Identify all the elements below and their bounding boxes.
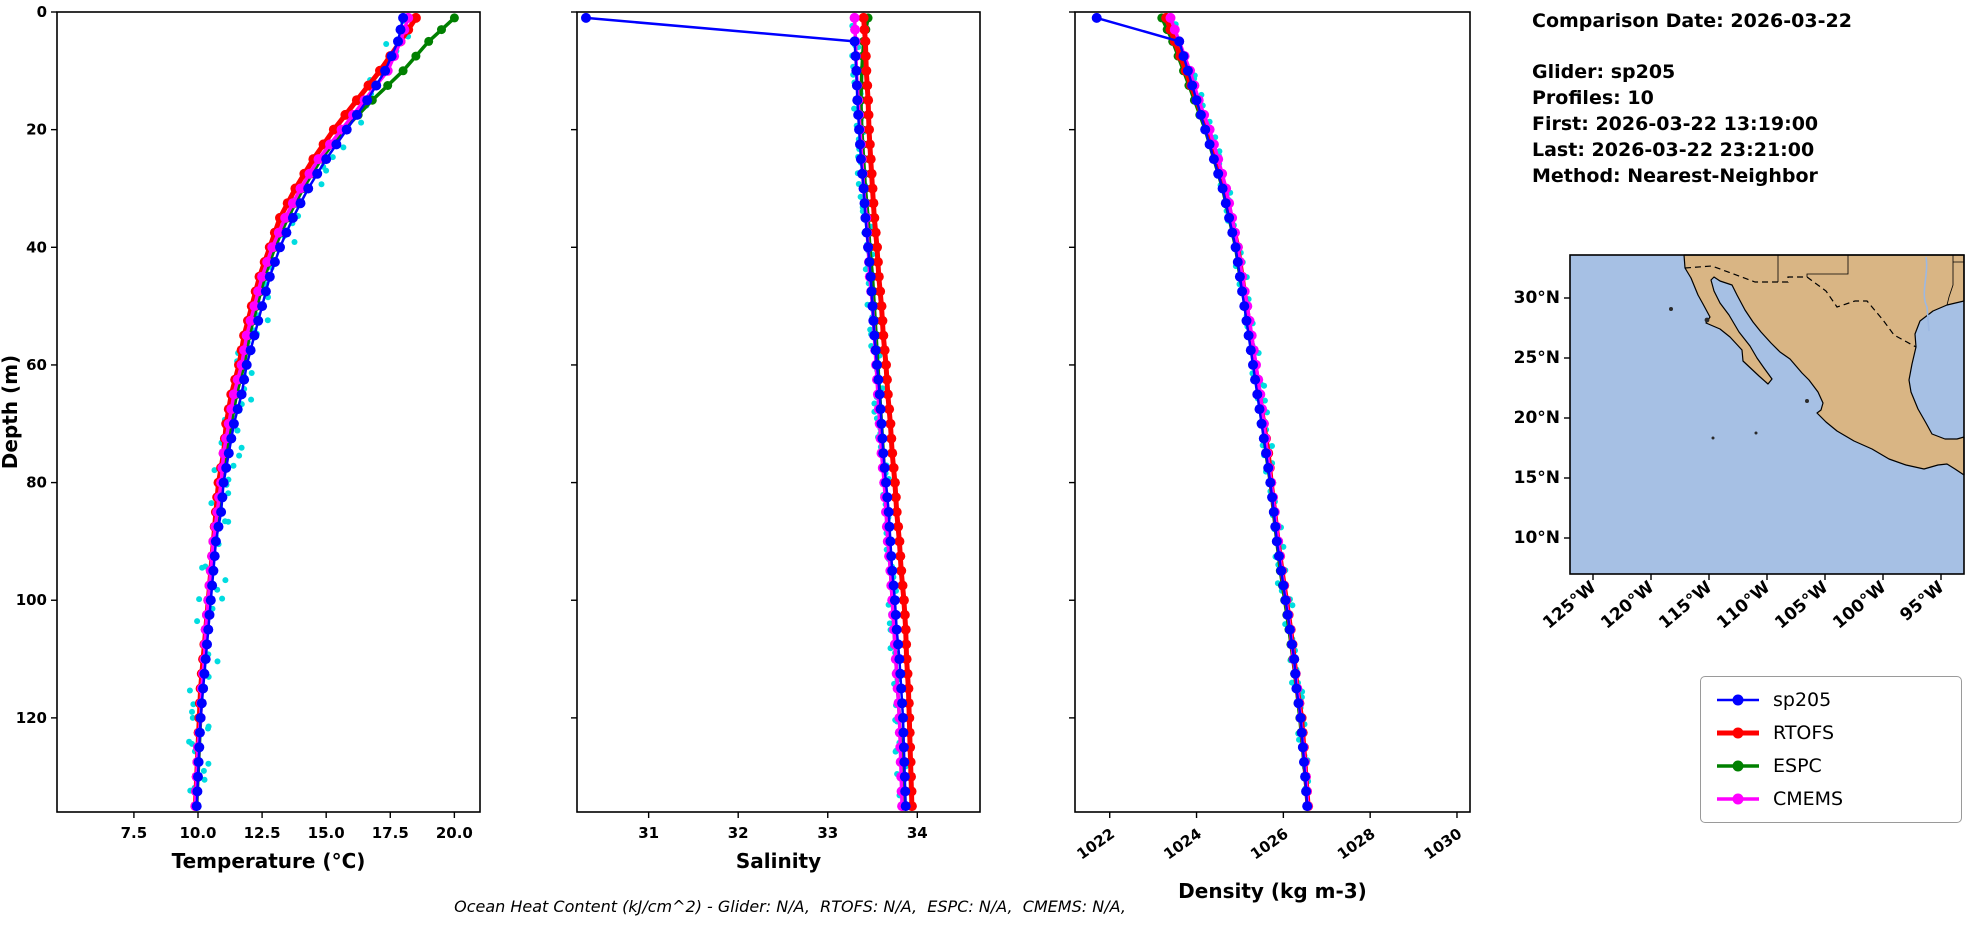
profile-charts: 7.5 10.0 12.5 15.0 17.5 20.0 0 20 40 60 80 100 120 Te… [0,3,1471,903]
legend-item-label: CMEMS [1773,788,1844,810]
info-gap [1532,34,1852,59]
lat-label: 30°N [1514,288,1560,308]
depth-tick-label: 100 [16,591,47,609]
salinity-series-sp205 [581,12,911,812]
salinity-axis-label: Salinity [736,849,821,873]
legend-item-rtofs: RTOFS [1715,718,1947,748]
legend-item-label: RTOFS [1773,722,1835,744]
legend-item-cmems: CMEMS [1715,784,1947,814]
density-x-tick-label: 1022 [1073,825,1118,864]
legend-item-label: sp205 [1773,689,1832,711]
depth-tick-label: 120 [16,709,47,727]
map-lat-ticks [1564,297,1570,539]
map-lat-labels: 30°N 25°N 20°N 15°N 10°N [1514,288,1560,548]
glider-name: Glider: sp205 [1532,61,1676,83]
salinity-x-tick-label: 31 [638,824,659,842]
map-svg: 30°N 25°N 20°N 15°N 10°N 125°W 120°W 115… [1514,254,1965,633]
lon-label: 110°W [1713,577,1774,633]
map-lon-labels: 125°W 120°W 115°W 110°W 105°W 100°W 95°W [1539,577,1948,633]
last-profile-time: Last: 2026-03-22 23:21:00 [1532,139,1815,161]
temperature-series-RTOFS [190,12,421,812]
temperature-axis-label: Temperature (°C) [172,849,366,873]
temperature-x-tick-label: 20.0 [436,824,473,842]
density-x-tick-label: 1028 [1334,825,1379,864]
ocean-heat-content-caption: Ocean Heat Content (kJ/cm^2) - Glider: N… [454,897,1126,916]
temperature-x-tick-label: 15.0 [308,824,345,842]
lon-label: 120°W [1597,577,1658,633]
temperature-series-CMEMS [190,12,414,812]
state-borders [1777,255,1964,306]
temperature-x-tick-label: 12.5 [244,824,281,842]
location-map: 30°N 25°N 20°N 15°N 10°N 125°W 120°W 115… [1514,254,1965,633]
temperature-x-tick-label: 17.5 [372,824,409,842]
legend: sp205 RTOFS ESPC CMEMS [1700,676,1962,823]
info-panel: Comparison Date: 2026-03-22 Glider: sp20… [1532,8,1852,189]
depth-tick-label: 0 [37,3,47,21]
legend-line-sample [1717,793,1759,805]
legend-item-sp205: sp205 [1715,685,1947,715]
legend-item-label: ESPC [1773,755,1822,777]
temperature-series-sp205 [191,12,409,812]
density-x-tick-label: 1024 [1160,825,1205,864]
temperature-panel: 7.5 10.0 12.5 15.0 17.5 20.0 0 20 40 60 80 100 120 Te… [0,3,481,873]
lat-label: 15°N [1514,468,1560,488]
depth-tick-label: 20 [26,121,47,139]
legend-line-sample [1717,760,1759,772]
legend-item-espc: ESPC [1715,751,1947,781]
lat-label: 20°N [1514,408,1560,428]
depth-tick-label: 80 [26,474,47,492]
lon-label: 125°W [1539,577,1600,633]
lat-label: 10°N [1514,528,1560,548]
salinity-x-tick-label: 34 [907,824,928,842]
density-series-CMEMS [1165,12,1313,812]
density-series-RTOFS [1161,12,1314,812]
legend-line-sample [1717,694,1759,706]
density-glider-scatter [1169,19,1312,795]
depth-axis-label: Depth (m) [0,355,22,469]
lon-label: 115°W [1655,577,1716,633]
density-x-tick-label: 1030 [1421,825,1466,864]
islands [1669,307,1809,440]
salinity-x-tick-label: 32 [728,824,749,842]
density-axis-label: Density (kg m-3) [1178,879,1367,903]
salinity-axes-frame [576,11,981,813]
density-series-ESPC [1157,13,1312,811]
lon-label: 105°W [1771,577,1832,633]
temperature-axes-frame [56,11,481,813]
lat-label: 25°N [1514,348,1560,368]
comparison-date: Comparison Date: 2026-03-22 [1532,10,1852,32]
map-lon-ticks [1592,574,1942,580]
land [1683,254,1965,476]
density-series-sp205 [1091,12,1313,812]
salinity-panel: 31 32 33 34 Salinity [571,11,981,873]
salinity-series-RTOFS [858,12,917,812]
density-x-tick-label: 1026 [1247,825,1292,864]
us-mexico-border [1684,265,1917,348]
temperature-x-tick-label: 7.5 [121,824,148,842]
temperature-glider-scatter [186,18,412,794]
profiles-count: Profiles: 10 [1532,87,1654,109]
river [1923,256,1930,332]
legend-line-sample [1717,727,1759,739]
first-profile-time: First: 2026-03-22 13:19:00 [1532,113,1819,135]
method: Method: Nearest-Neighbor [1532,165,1818,187]
lon-label: 95°W [1896,577,1948,625]
density-axes-frame [1074,11,1471,813]
temperature-x-tick-label: 10.0 [179,824,216,842]
salinity-x-tick-label: 33 [817,824,838,842]
lon-label: 100°W [1829,577,1890,633]
depth-tick-label: 60 [26,356,47,374]
density-panel: 1022 1024 1026 1028 1030 Density (kg m-3) [1069,11,1471,903]
depth-tick-label: 40 [26,238,47,256]
